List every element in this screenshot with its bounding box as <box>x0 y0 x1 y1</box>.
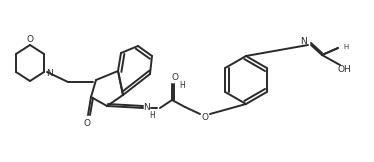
Text: O: O <box>83 118 91 127</box>
Text: H: H <box>343 44 349 50</box>
Text: O: O <box>172 73 178 81</box>
Text: N: N <box>47 69 53 77</box>
Text: N: N <box>301 36 307 46</box>
Text: N: N <box>144 104 150 112</box>
Text: O: O <box>202 114 208 122</box>
Text: OH: OH <box>337 64 351 74</box>
Text: H: H <box>179 81 185 89</box>
Text: H: H <box>149 110 155 120</box>
Text: O: O <box>27 35 34 45</box>
